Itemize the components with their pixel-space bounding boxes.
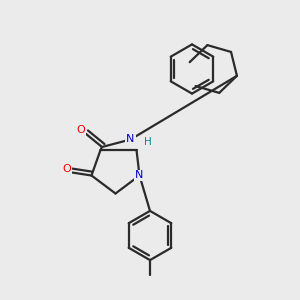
- Text: H: H: [144, 137, 152, 147]
- Text: N: N: [126, 134, 135, 145]
- Text: O: O: [76, 125, 85, 135]
- Text: O: O: [63, 164, 72, 175]
- Text: N: N: [135, 170, 144, 181]
